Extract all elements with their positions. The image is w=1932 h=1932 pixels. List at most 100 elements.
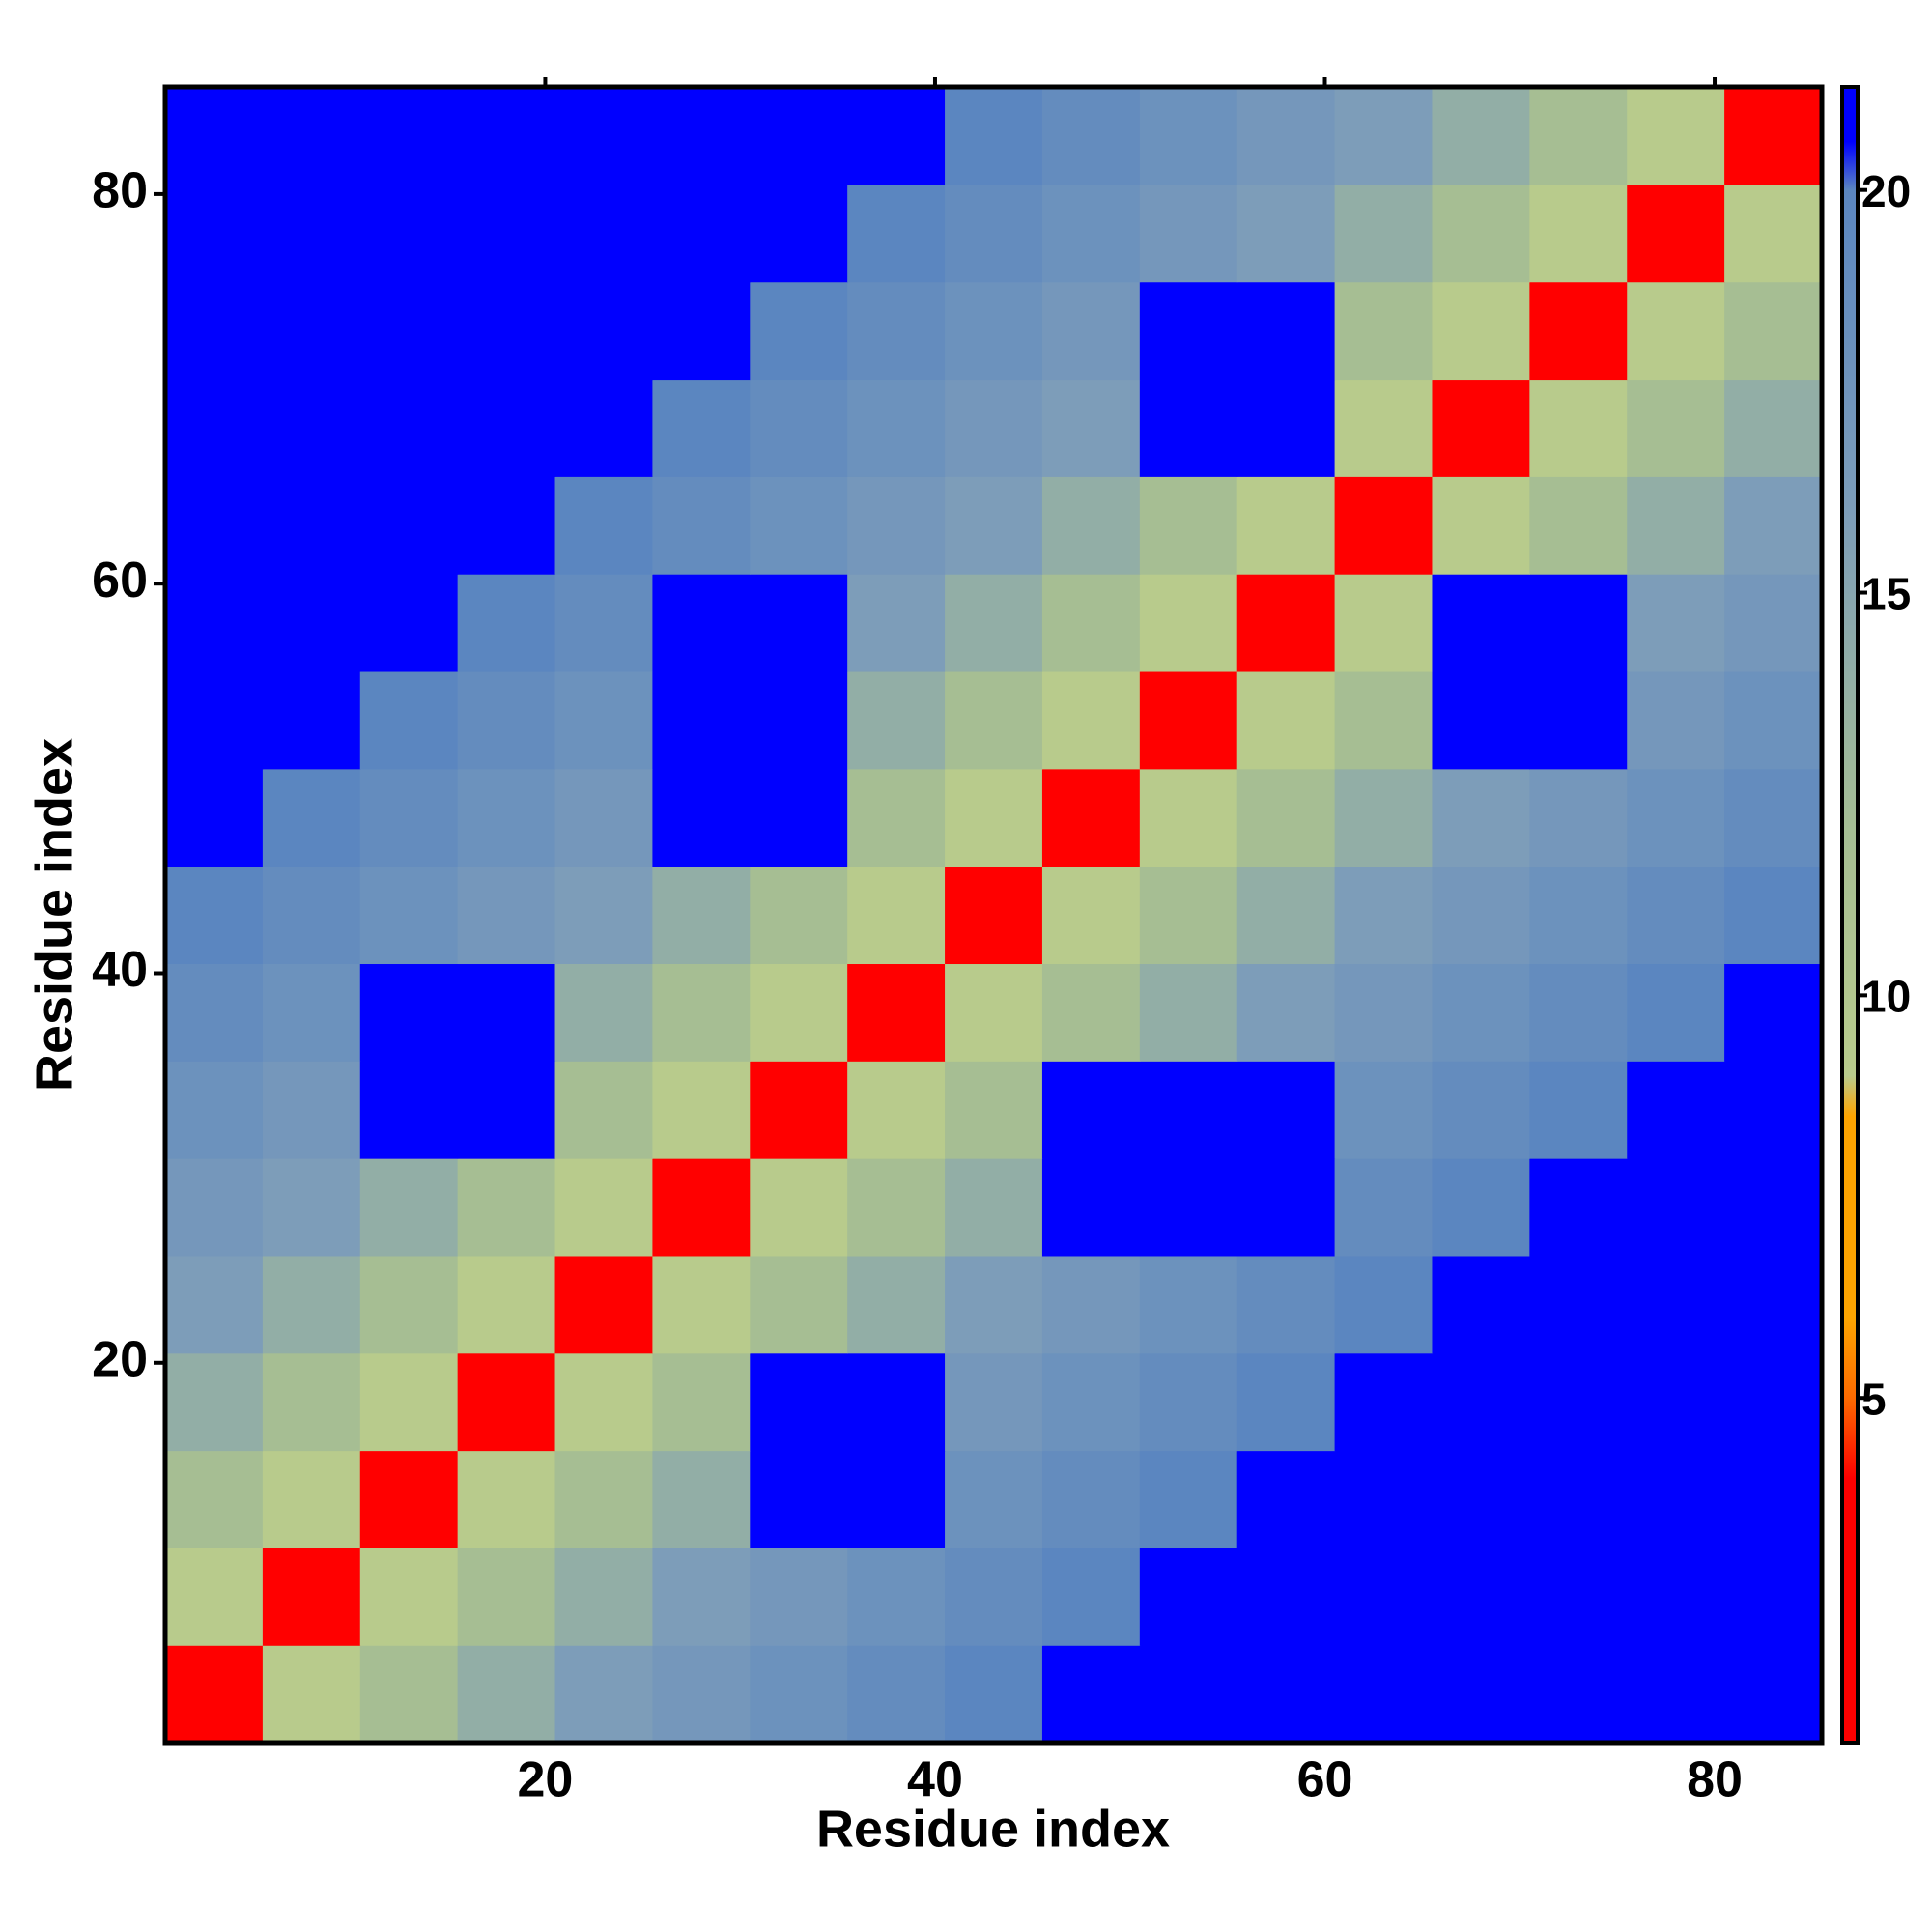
heatmap-cell [652,379,751,477]
heatmap-cell [1529,379,1628,477]
heatmap-cell [1529,281,1628,381]
heatmap-cell [1334,963,1434,1062]
heatmap-cell [457,670,556,770]
heatmap-cell [554,476,654,575]
x-tick-label: 40 [907,1752,963,1808]
heatmap-cell [1236,963,1336,1062]
heatmap-cell [1139,670,1238,770]
heatmap-cell [847,281,946,381]
heatmap-cell [847,1548,946,1646]
heatmap-cell [554,1061,654,1159]
heatmap-cell [1236,574,1336,672]
heatmap-cell [359,1645,459,1744]
heatmap-cell [1041,1158,1141,1257]
heatmap-cell [1432,1645,1530,1744]
heatmap-cell [1529,1352,1628,1452]
heatmap-cell [457,87,556,185]
heatmap-cell [652,574,751,672]
y-tick-label: 60 [92,553,148,609]
heatmap-cell [359,670,459,770]
heatmap-cell [457,1158,556,1257]
heatmap-cell [652,1255,751,1354]
heatmap-cell [750,1255,848,1354]
heatmap-cell [165,963,264,1062]
heatmap-cell [1529,1158,1628,1257]
heatmap-cell [554,281,654,381]
heatmap-cell [1432,768,1530,867]
heatmap-cell [750,1158,848,1257]
heatmap-cell [1627,281,1725,381]
heatmap-cell [554,768,654,867]
heatmap-cell [1724,768,1823,867]
heatmap-cell [1041,866,1141,965]
heatmap-cell [1139,1255,1238,1354]
heatmap-cell [1432,1158,1530,1257]
colorbar-tick-label: 20 [1861,166,1911,216]
heatmap-cell [457,1548,556,1646]
heatmap-cell [1236,1450,1336,1548]
heatmap-cell [652,1158,751,1257]
heatmap-cell [1139,379,1238,477]
heatmap-cell [652,184,751,283]
heatmap-cell [847,1061,946,1159]
heatmap-cell [359,379,459,477]
heatmap-cell [165,87,264,185]
y-tick-label: 40 [92,942,148,998]
heatmap-cell [359,476,459,575]
heatmap-cell [1627,1450,1725,1548]
heatmap-cell [1529,476,1628,575]
heatmap-cell [750,1352,848,1452]
heatmap-cell [1139,1158,1238,1257]
heatmap-cell [847,87,946,185]
heatmap-cell [262,476,361,575]
heatmap-cell [652,768,751,867]
heatmap-cell [945,1548,1043,1646]
heatmap-cell [1334,670,1434,770]
heatmap-cell [1432,1061,1530,1159]
heatmap-cell [1529,1061,1628,1159]
heatmap-cell [359,1352,459,1452]
heatmap-cell [1334,281,1434,381]
heatmap-cell [1236,184,1336,283]
heatmap-cell [262,379,361,477]
heatmap-cell [652,87,751,185]
heatmap-cell [359,281,459,381]
heatmap-cell [750,87,848,185]
heatmap-cell [1432,670,1530,770]
heatmap-cell [945,1255,1043,1354]
heatmap-cell [1236,670,1336,770]
heatmap-cell [652,1645,751,1744]
heatmap-cell [750,963,848,1062]
heatmap-cell [1432,574,1530,672]
heatmap-cell [1627,1158,1725,1257]
heatmap-cell [945,963,1043,1062]
heatmap-cell [847,670,946,770]
heatmap-cell [652,1450,751,1548]
heatmap-cell [1627,1352,1725,1452]
heatmap-cell [945,574,1043,672]
heatmap-cell [1724,866,1823,965]
heatmap-cell [945,281,1043,381]
heatmap-cell [165,379,264,477]
heatmap-cell [262,574,361,672]
heatmap-cell [262,1158,361,1257]
heatmap-cell [262,1255,361,1354]
heatmap-cell [1139,1450,1238,1548]
heatmap-cell [945,1158,1043,1257]
heatmap-cell [1627,1548,1725,1646]
heatmap-cell [457,1645,556,1744]
heatmap-cell [1041,1061,1141,1159]
heatmap-cell [554,866,654,965]
colorbar [1840,85,1860,1745]
heatmap-cell [554,1352,654,1452]
heatmap-cell [652,1548,751,1646]
heatmap-cell [1529,768,1628,867]
heatmap-cell [1139,866,1238,965]
heatmap-cell [1041,1352,1141,1452]
heatmap-cell [1236,1061,1336,1159]
heatmap-cell [165,1352,264,1452]
heatmap-cell [359,1548,459,1646]
heatmap-cell [165,476,264,575]
heatmap-cell [652,1061,751,1159]
heatmap-cell [1236,379,1336,477]
